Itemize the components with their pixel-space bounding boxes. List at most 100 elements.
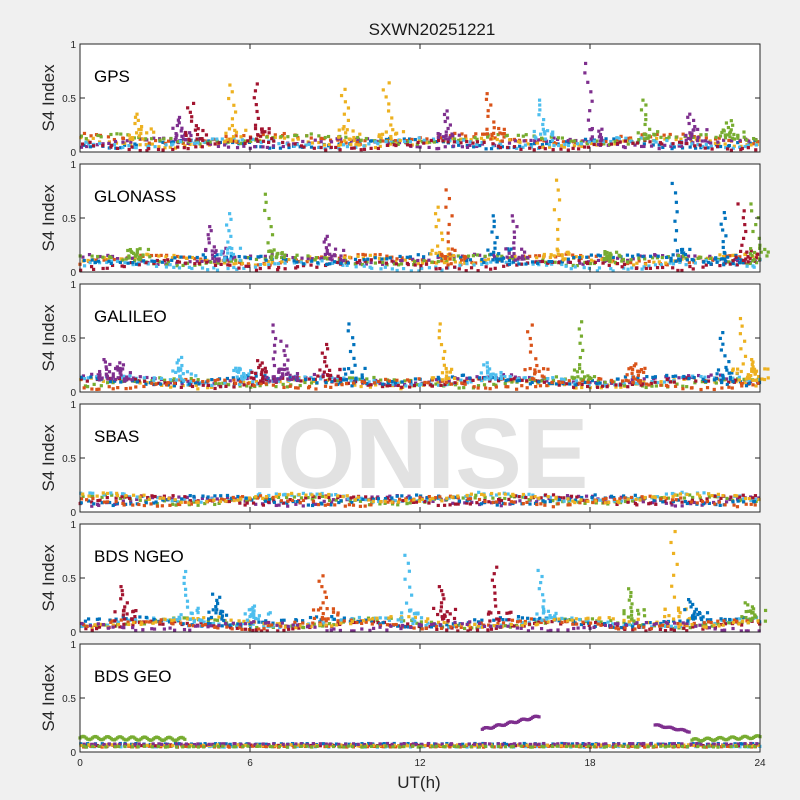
peak-point	[135, 131, 139, 135]
data-point	[220, 624, 224, 628]
data-point	[626, 142, 630, 146]
data-point	[200, 496, 204, 501]
data-point	[107, 385, 111, 389]
data-point	[135, 495, 139, 499]
data-point	[503, 502, 507, 506]
data-point	[737, 261, 742, 265]
data-point	[420, 627, 424, 631]
data-point	[355, 140, 359, 144]
data-point	[418, 499, 422, 503]
data-point	[541, 145, 545, 149]
peak-point	[171, 369, 175, 373]
peak-point	[272, 343, 277, 347]
data-point	[712, 623, 716, 627]
data-point	[702, 491, 706, 495]
data-point	[501, 618, 505, 622]
peak-point	[736, 367, 740, 371]
peak-point	[754, 369, 759, 373]
peak-point	[738, 332, 742, 336]
peak-point	[718, 336, 722, 341]
data-point	[88, 491, 92, 495]
peak-point	[259, 134, 263, 138]
data-point	[407, 494, 411, 498]
data-point	[558, 496, 563, 500]
data-point	[747, 381, 751, 385]
data-point	[585, 255, 589, 259]
data-point	[273, 135, 277, 139]
data-point	[314, 502, 318, 506]
data-point	[703, 375, 707, 379]
peak-point	[497, 618, 501, 623]
peak-point	[179, 377, 183, 381]
data-point	[554, 142, 558, 146]
data-point	[496, 132, 500, 137]
data-point	[451, 501, 455, 505]
data-point	[274, 492, 278, 496]
data-point	[112, 143, 117, 147]
data-point	[228, 263, 232, 267]
data-point	[115, 146, 120, 151]
data-point	[274, 503, 278, 508]
peak-point	[342, 112, 346, 116]
peak-point	[358, 132, 362, 136]
data-point	[434, 378, 438, 382]
peak-point	[720, 257, 724, 261]
peak-point	[218, 611, 222, 616]
peak-point	[317, 579, 321, 583]
peak-point	[754, 256, 758, 260]
data-point	[503, 381, 507, 386]
peak-point	[542, 118, 546, 122]
data-point	[512, 624, 516, 628]
peak-point	[321, 601, 325, 605]
data-point	[677, 142, 682, 146]
peak-point	[446, 247, 450, 251]
peak-point	[243, 612, 247, 616]
data-point	[524, 495, 528, 500]
data-point	[236, 622, 240, 626]
data-point	[654, 384, 658, 388]
peak-point	[127, 133, 131, 137]
data-point	[176, 140, 180, 144]
data-point	[518, 140, 522, 144]
peak-point	[215, 598, 219, 603]
data-point	[297, 626, 301, 630]
peak-point	[721, 331, 725, 335]
data-point	[583, 145, 587, 149]
data-point	[571, 263, 575, 268]
data-point	[296, 623, 300, 627]
peak-point	[269, 257, 274, 261]
data-point	[483, 499, 487, 504]
peak-point	[536, 568, 540, 573]
peak-point	[510, 214, 514, 218]
data-point	[215, 618, 220, 622]
peak-point	[445, 109, 449, 113]
data-point	[424, 259, 429, 263]
data-point	[120, 264, 124, 268]
data-point	[206, 619, 210, 624]
data-point	[462, 626, 467, 631]
data-point	[280, 260, 284, 264]
peak-point	[492, 250, 496, 254]
peak-point	[578, 341, 582, 345]
peak-point	[489, 375, 493, 379]
peak-point	[440, 589, 444, 593]
data-point	[437, 377, 441, 381]
data-point	[716, 622, 720, 626]
data-point	[307, 377, 312, 381]
data-point	[704, 133, 708, 137]
data-point	[267, 497, 272, 501]
data-point	[371, 499, 375, 503]
peak-point	[274, 256, 278, 260]
data-point	[615, 261, 620, 266]
data-point	[467, 623, 471, 628]
data-point	[342, 256, 347, 260]
data-point	[602, 383, 606, 387]
data-point	[466, 629, 470, 633]
data-point	[99, 135, 103, 139]
data-point	[710, 494, 714, 498]
peak-point	[487, 610, 491, 614]
peak-point	[597, 129, 601, 133]
data-point	[434, 382, 438, 386]
data-point	[690, 386, 694, 390]
peak-point	[747, 376, 752, 380]
